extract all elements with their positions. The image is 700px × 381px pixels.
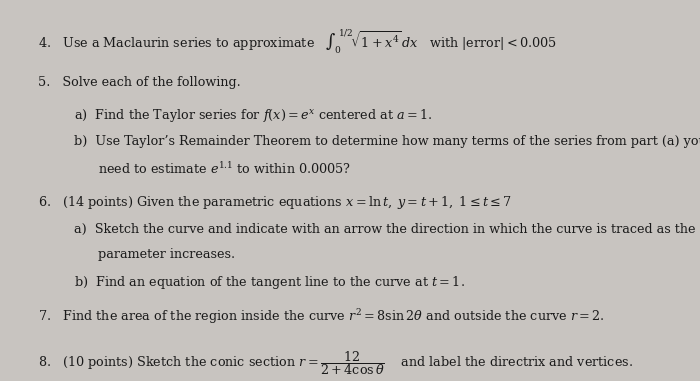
Text: a)  Find the Taylor series for $f(x)=e^x$ centered at $a=1$.: a) Find the Taylor series for $f(x)=e^x$… xyxy=(74,107,432,124)
Text: need to estimate $e^{1.1}$ to within 0.0005?: need to estimate $e^{1.1}$ to within 0.0… xyxy=(98,161,351,177)
Text: parameter increases.: parameter increases. xyxy=(98,248,235,261)
Text: 7.   Find the area of the region inside the curve $r^2=8\sin 2\theta$ and outsid: 7. Find the area of the region inside th… xyxy=(38,307,606,326)
Text: b)  Use Taylor’s Remainder Theorem to determine how many terms of the series fro: b) Use Taylor’s Remainder Theorem to det… xyxy=(74,135,700,148)
Text: b)  Find an equation of the tangent line to the curve at $t=1$.: b) Find an equation of the tangent line … xyxy=(74,274,464,291)
Text: 5.   Solve each of the following.: 5. Solve each of the following. xyxy=(38,76,242,89)
Text: 8.   (10 points) Sketch the conic section $r=\dfrac{12}{2+4\cos\theta}$    and l: 8. (10 points) Sketch the conic section … xyxy=(38,349,634,376)
Text: a)  Sketch the curve and indicate with an arrow the direction in which the curve: a) Sketch the curve and indicate with an… xyxy=(74,223,695,236)
Text: 6.   (14 points) Given the parametric equations $x=\ln t,\; y=t+1,\; 1\leq t\leq: 6. (14 points) Given the parametric equa… xyxy=(38,194,512,211)
Text: 4.   Use a Maclaurin series to approximate   $\int_0^{\,1/2}\!\sqrt{1+x^4}\,dx$ : 4. Use a Maclaurin series to approximate… xyxy=(38,27,557,54)
